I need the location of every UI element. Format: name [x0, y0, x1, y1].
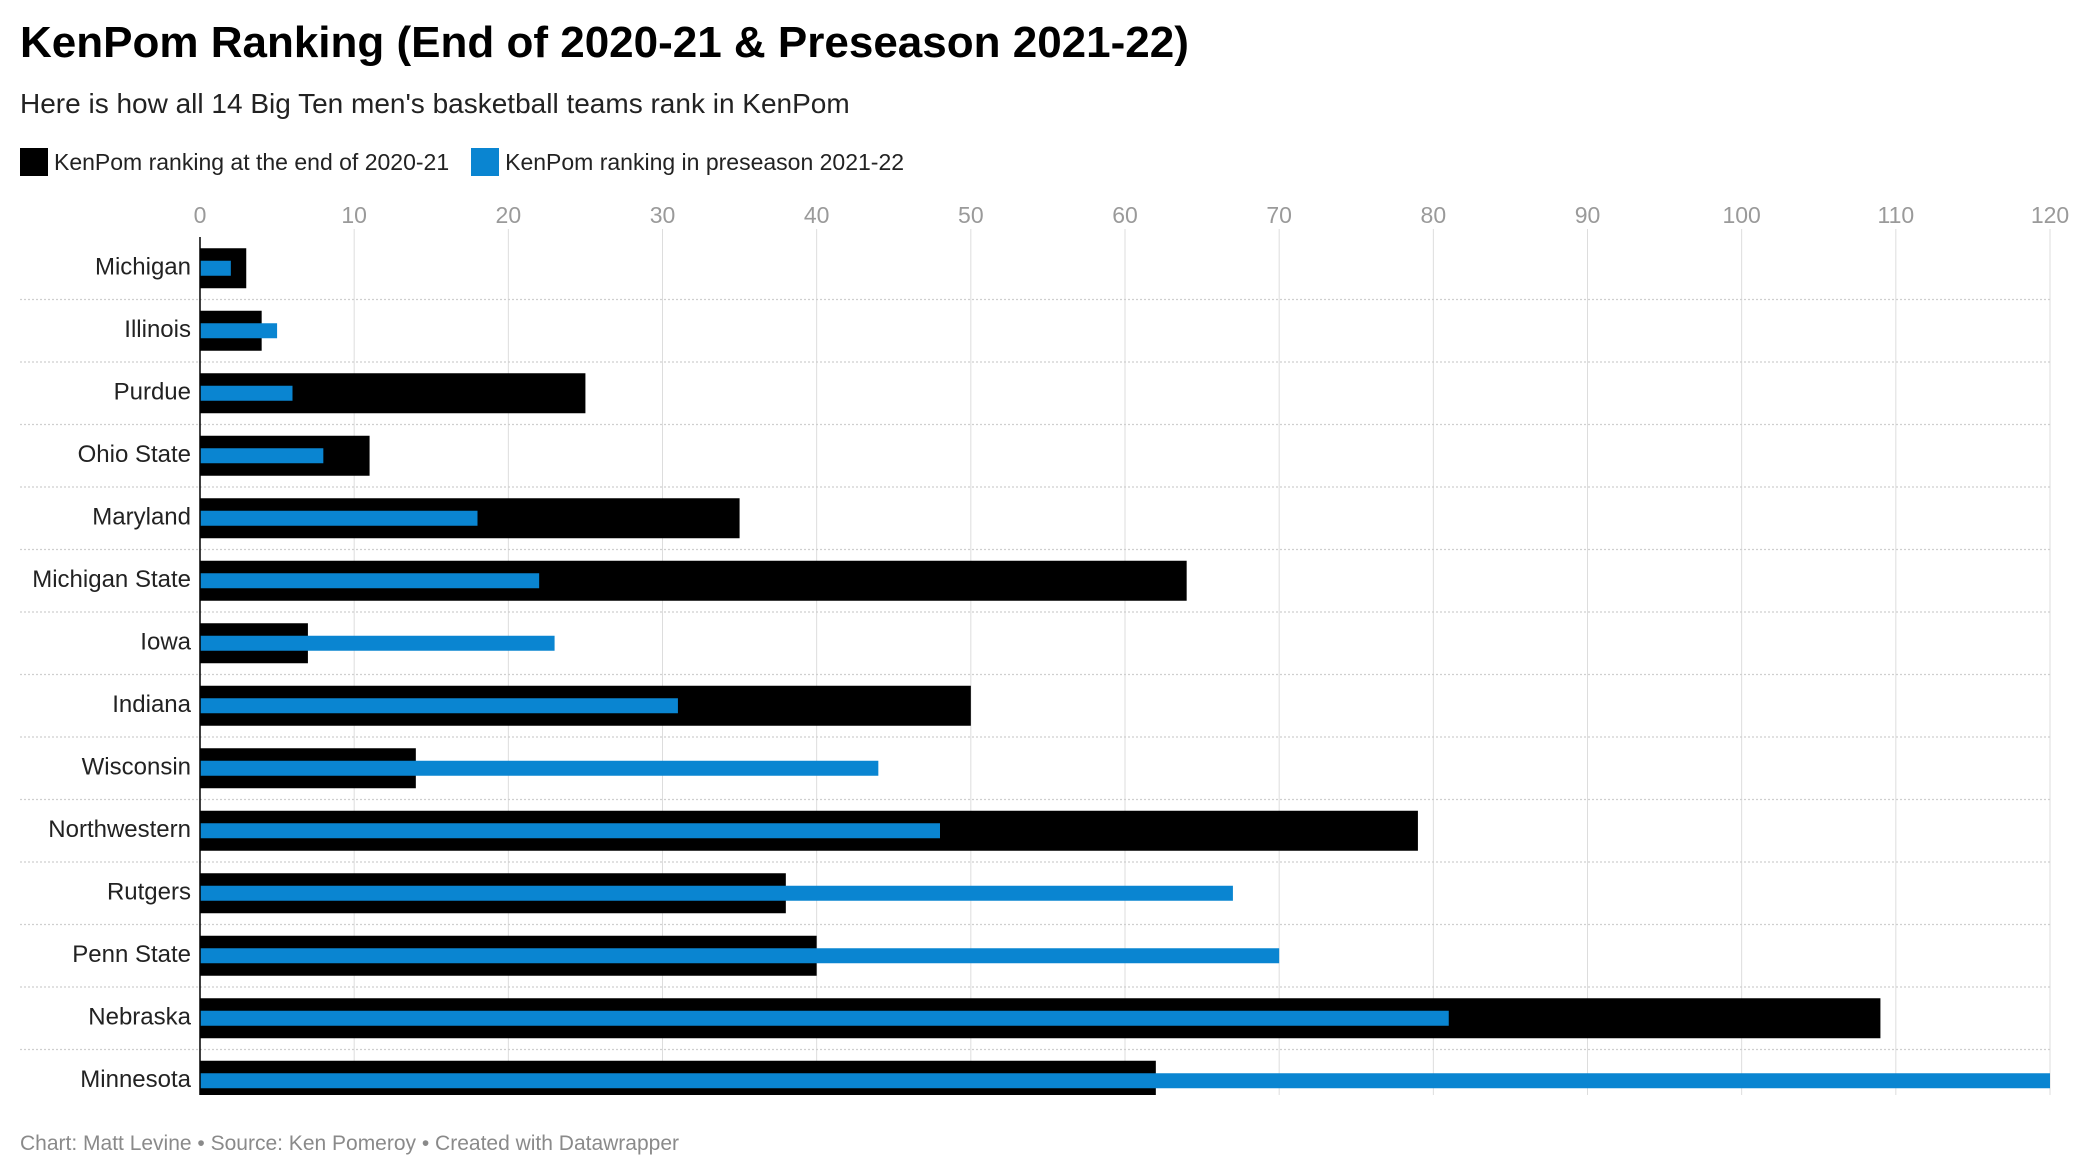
x-tick-label: 40	[804, 202, 830, 228]
bar-preseason-2021-22	[200, 260, 231, 276]
x-tick-label: 80	[1421, 202, 1447, 228]
bar-preseason-2021-22	[200, 323, 278, 339]
chart-title: KenPom Ranking (End of 2020-21 & Preseas…	[20, 18, 1189, 67]
x-tick-label: 70	[1266, 202, 1292, 228]
x-tick-label: 0	[194, 202, 207, 228]
category-label: Illinois	[124, 316, 191, 343]
category-label: Rutgers	[107, 879, 191, 906]
x-tick-label: 50	[958, 202, 984, 228]
x-tick-label: 100	[1722, 202, 1760, 228]
category-label: Nebraska	[88, 1004, 191, 1031]
legend-swatch-pre	[471, 148, 500, 176]
x-tick-label: 10	[341, 202, 367, 228]
category-label: Penn State	[72, 941, 191, 968]
x-tick-label: 120	[2031, 202, 2069, 228]
bar-chart: 0 10 20 30 40 50 60 70 80 90 100 110 120 Michigan Illi…	[20, 202, 2069, 1095]
x-tick-label: 20	[496, 202, 522, 228]
chart-subtitle: Here is how all 14 Big Ten men's basketb…	[20, 88, 850, 119]
category-label: Maryland	[92, 504, 191, 531]
legend-label-pre: KenPom ranking in preseason 2021-22	[505, 148, 905, 175]
bar-preseason-2021-22	[200, 823, 940, 839]
x-tick-label: 110	[1877, 202, 1914, 228]
legend-label-end: KenPom ranking at the end of 2020-21	[54, 148, 450, 175]
bar-preseason-2021-22	[200, 573, 540, 589]
bar-preseason-2021-22	[200, 698, 678, 714]
category-label: Ohio State	[78, 441, 191, 468]
legend-item-pre: KenPom ranking in preseason 2021-22	[471, 148, 904, 176]
bar-preseason-2021-22	[200, 760, 879, 776]
legend: KenPom ranking at the end of 2020-21 Ken…	[20, 148, 926, 176]
legend-item-end: KenPom ranking at the end of 2020-21	[20, 148, 449, 176]
bar-preseason-2021-22	[200, 1073, 2050, 1089]
bar-preseason-2021-22	[200, 1010, 1449, 1026]
category-label: Indiana	[112, 691, 191, 718]
category-label: Minnesota	[80, 1066, 191, 1093]
category-label: Iowa	[140, 629, 191, 656]
legend-swatch-end	[20, 148, 48, 176]
bar-preseason-2021-22	[200, 885, 1233, 901]
bar-preseason-2021-22	[200, 448, 324, 464]
bar-preseason-2021-22	[200, 948, 1280, 964]
x-tick-label: 90	[1575, 202, 1601, 228]
bar-preseason-2021-22	[200, 635, 555, 651]
bar-preseason-2021-22	[200, 510, 478, 526]
bar-preseason-2021-22	[200, 385, 293, 401]
category-label: Purdue	[114, 379, 191, 406]
x-tick-label: 60	[1112, 202, 1138, 228]
category-label: Northwestern	[48, 816, 191, 843]
category-label: Michigan	[95, 254, 191, 281]
category-label: Wisconsin	[82, 754, 191, 781]
chart-footer: Chart: Matt Levine • Source: Ken Pomeroy…	[20, 1132, 680, 1155]
x-tick-label: 30	[650, 202, 676, 228]
category-label: Michigan State	[32, 566, 191, 593]
